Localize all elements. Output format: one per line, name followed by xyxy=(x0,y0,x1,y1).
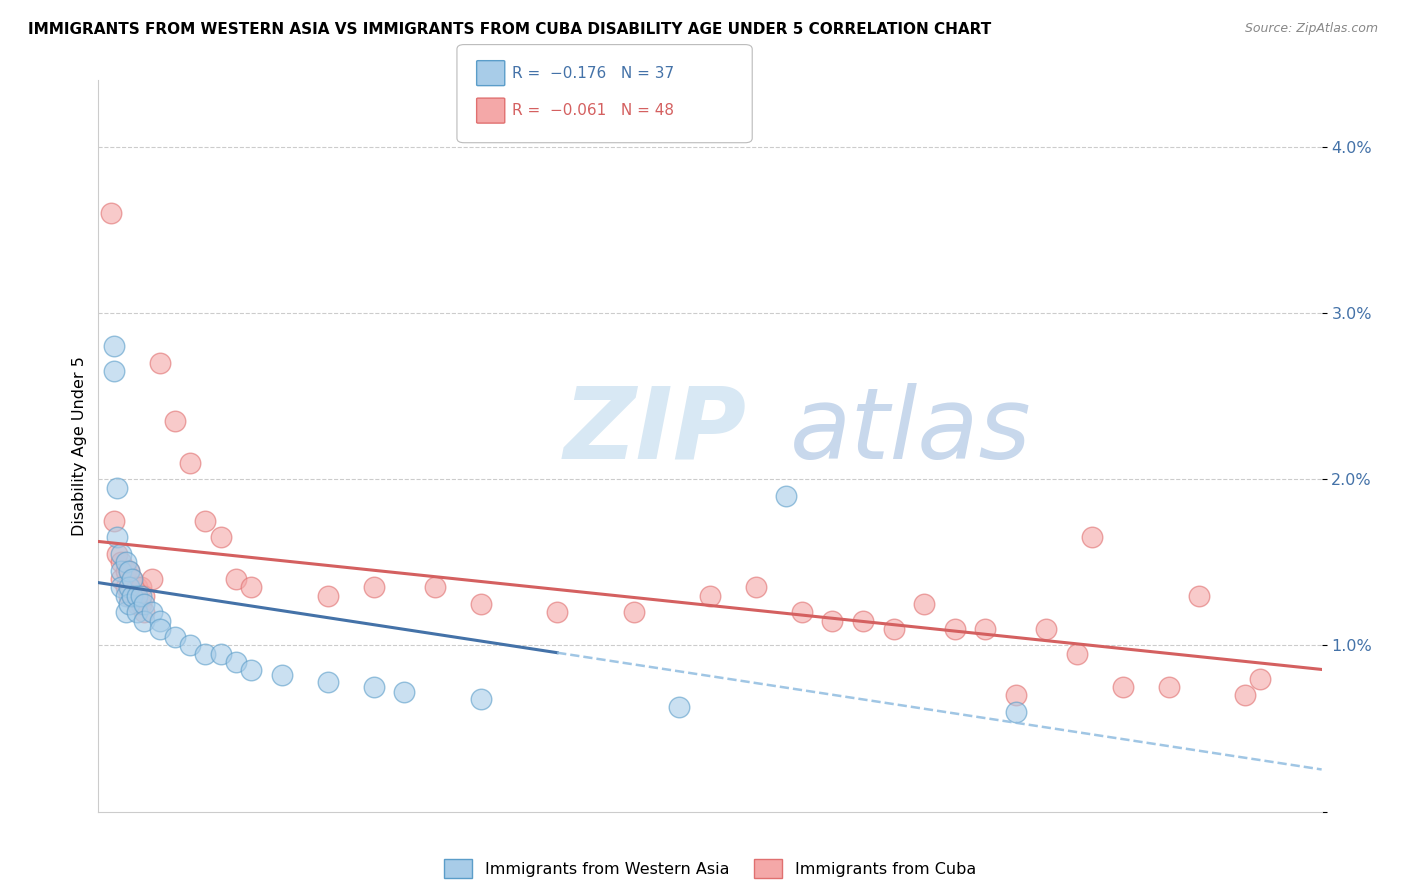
Point xyxy=(129,580,152,594)
Point xyxy=(115,580,138,594)
Text: R =  −0.176   N = 37: R = −0.176 N = 37 xyxy=(512,66,673,80)
Point xyxy=(790,605,813,619)
Point xyxy=(105,547,128,561)
Point xyxy=(270,668,292,682)
Point xyxy=(118,564,141,578)
Point xyxy=(115,589,138,603)
Point xyxy=(134,605,156,619)
Point xyxy=(240,580,263,594)
Point xyxy=(118,589,141,603)
Text: IMMIGRANTS FROM WESTERN ASIA VS IMMIGRANTS FROM CUBA DISABILITY AGE UNDER 5 CORR: IMMIGRANTS FROM WESTERN ASIA VS IMMIGRAN… xyxy=(28,22,991,37)
Point xyxy=(103,339,125,353)
Point xyxy=(100,206,122,220)
Point xyxy=(1157,680,1180,694)
Point xyxy=(134,614,156,628)
Point xyxy=(1066,647,1088,661)
Point xyxy=(363,680,385,694)
Point xyxy=(974,622,997,636)
Point xyxy=(363,580,385,594)
Point xyxy=(546,605,568,619)
Point xyxy=(129,589,152,603)
Point xyxy=(118,597,141,611)
Point xyxy=(225,655,247,669)
Point xyxy=(125,580,148,594)
Point xyxy=(121,589,143,603)
Point xyxy=(883,622,905,636)
Point xyxy=(163,414,186,428)
Point xyxy=(1112,680,1135,694)
Point xyxy=(105,481,128,495)
Point xyxy=(240,664,263,678)
Y-axis label: Disability Age Under 5: Disability Age Under 5 xyxy=(72,356,87,536)
Point xyxy=(134,597,156,611)
Point xyxy=(110,547,132,561)
Point xyxy=(118,580,141,594)
Point xyxy=(194,647,217,661)
Point xyxy=(912,597,935,611)
Point xyxy=(1249,672,1271,686)
Point xyxy=(115,555,138,569)
Point xyxy=(470,597,492,611)
Point xyxy=(745,580,768,594)
Point xyxy=(103,364,125,378)
Point xyxy=(125,589,148,603)
Point xyxy=(1035,622,1057,636)
Point xyxy=(1004,689,1026,703)
Point xyxy=(209,647,232,661)
Point xyxy=(125,605,148,619)
Point xyxy=(392,685,416,699)
Point xyxy=(1081,530,1104,544)
Text: Source: ZipAtlas.com: Source: ZipAtlas.com xyxy=(1244,22,1378,36)
Point xyxy=(110,572,132,586)
Point xyxy=(179,456,201,470)
Point xyxy=(852,614,875,628)
Point xyxy=(194,514,217,528)
Point xyxy=(110,555,132,569)
Point xyxy=(623,605,645,619)
Point xyxy=(209,530,232,544)
Point xyxy=(179,639,201,653)
Point xyxy=(163,630,186,644)
Point xyxy=(225,572,247,586)
Point xyxy=(149,356,172,370)
Point xyxy=(125,597,148,611)
Point xyxy=(1234,689,1257,703)
Point xyxy=(121,589,143,603)
Point xyxy=(821,614,844,628)
Point xyxy=(121,572,143,586)
Point xyxy=(134,589,156,603)
Point xyxy=(141,605,163,619)
Point xyxy=(149,614,172,628)
Point xyxy=(110,564,132,578)
Text: atlas: atlas xyxy=(790,383,1031,480)
Point xyxy=(1004,705,1026,719)
Point xyxy=(668,700,690,714)
Point xyxy=(103,514,125,528)
Point xyxy=(129,597,152,611)
Point xyxy=(316,675,339,690)
Text: R =  −0.061   N = 48: R = −0.061 N = 48 xyxy=(512,103,673,118)
Point xyxy=(423,580,446,594)
Point xyxy=(121,572,143,586)
Point xyxy=(943,622,966,636)
Point xyxy=(149,622,172,636)
Point xyxy=(118,564,141,578)
Point xyxy=(118,580,141,594)
Legend: Immigrants from Western Asia, Immigrants from Cuba: Immigrants from Western Asia, Immigrants… xyxy=(437,853,983,884)
Point xyxy=(470,691,492,706)
Point xyxy=(316,589,339,603)
Point xyxy=(775,489,797,503)
Point xyxy=(110,580,132,594)
Point xyxy=(115,564,138,578)
Point xyxy=(105,530,128,544)
Point xyxy=(1188,589,1211,603)
Point xyxy=(115,605,138,619)
Point xyxy=(699,589,721,603)
Text: ZIP: ZIP xyxy=(564,383,747,480)
Point xyxy=(141,572,163,586)
